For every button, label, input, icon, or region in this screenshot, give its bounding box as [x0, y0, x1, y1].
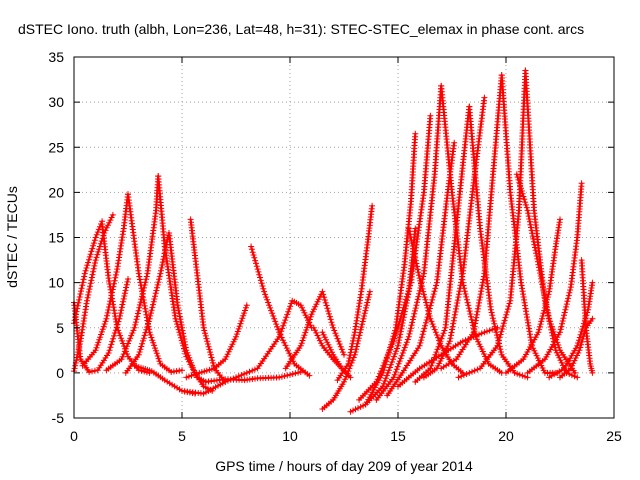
series-markers: [334, 202, 376, 384]
series-line: [250, 245, 311, 377]
series-markers: [319, 288, 373, 412]
series-arc-35: [395, 324, 501, 390]
series-arc-17: [233, 297, 315, 381]
y-tick-label: 5: [56, 320, 64, 336]
series-arc-33: [466, 103, 531, 381]
series-markers: [103, 173, 162, 374]
series-markers: [347, 225, 419, 415]
x-tick-label: 20: [498, 428, 514, 444]
axes: 0 5 10 15 20 25 -5 0 5 10 15 20 25 30 35: [48, 49, 622, 444]
series-arc-29: [420, 94, 488, 381]
series-markers: [438, 82, 505, 376]
series-markers: [503, 216, 563, 376]
series-arc-07: [103, 173, 162, 374]
series-arc-26: [373, 82, 445, 403]
y-tick-label: 20: [48, 184, 64, 200]
series-markers: [202, 369, 304, 385]
series-arc-34: [498, 72, 561, 376]
series-markers: [233, 297, 315, 381]
series-arc-05: [79, 191, 131, 369]
y-tick-label: 30: [48, 94, 64, 110]
series-line: [234, 299, 313, 379]
series-arc-02: [71, 218, 106, 327]
chart-title: dSTEC Iono. truth (albh, Lon=236, Lat=48…: [18, 21, 584, 37]
series-line: [189, 218, 227, 383]
series-arc-09: [122, 230, 172, 376]
y-tick-label: 15: [48, 230, 64, 246]
series-markers: [498, 72, 561, 376]
series-markers: [356, 112, 434, 403]
y-tick-label: -5: [52, 410, 65, 426]
series-markers: [438, 72, 505, 372]
y-axis-label: dSTEC / TECUs: [4, 186, 20, 288]
x-tick-label: 15: [390, 428, 406, 444]
series-markers: [455, 67, 529, 381]
series-arc-18: [282, 288, 347, 372]
series-markers: [373, 82, 445, 403]
series-markers: [166, 230, 216, 394]
series-markers: [282, 288, 347, 372]
series-arc-41: [546, 279, 596, 381]
series-arc-10: [166, 230, 216, 394]
series-arc-40: [524, 180, 585, 376]
series-arc-25: [356, 112, 434, 403]
series-arc-16: [248, 243, 313, 379]
series-markers: [248, 243, 313, 379]
series-arc-12: [187, 216, 229, 385]
x-tick-label: 10: [282, 428, 298, 444]
series-markers: [183, 302, 250, 381]
series-arc-15: [202, 369, 304, 385]
series-arc-43: [578, 257, 596, 376]
y-tick-label: 35: [48, 49, 64, 65]
series-markers: [405, 225, 466, 376]
series-arc-38: [513, 171, 579, 376]
y-tick-label: 25: [48, 139, 64, 155]
series-markers: [524, 180, 585, 376]
series-markers: [395, 324, 501, 390]
y-tick-label: 10: [48, 275, 64, 291]
x-axis-label: GPS time / hours of day 209 of year 2014: [215, 458, 473, 474]
series-arc-32: [438, 82, 505, 376]
x-tick-label: 0: [70, 428, 78, 444]
series-markers: [578, 257, 596, 376]
series-arc-23: [347, 225, 419, 415]
series-markers: [546, 279, 596, 381]
series-markers: [420, 94, 488, 381]
series-markers: [122, 230, 172, 376]
series-markers: [513, 171, 579, 376]
series-arc-30: [438, 72, 505, 372]
series-markers: [187, 216, 229, 385]
series-arc-39: [503, 216, 563, 376]
series-markers: [466, 103, 531, 381]
series-arc-13: [183, 302, 250, 381]
x-tick-label: 5: [178, 428, 186, 444]
series-arc-21: [319, 288, 373, 412]
series-markers: [71, 218, 106, 327]
y-tick-label: 0: [56, 365, 64, 381]
x-tick-label: 25: [606, 428, 622, 444]
series-arc-22: [334, 202, 376, 384]
series-arc-31: [405, 225, 466, 376]
series-markers: [79, 191, 131, 369]
data-series: [71, 67, 596, 415]
series-line: [105, 175, 160, 372]
